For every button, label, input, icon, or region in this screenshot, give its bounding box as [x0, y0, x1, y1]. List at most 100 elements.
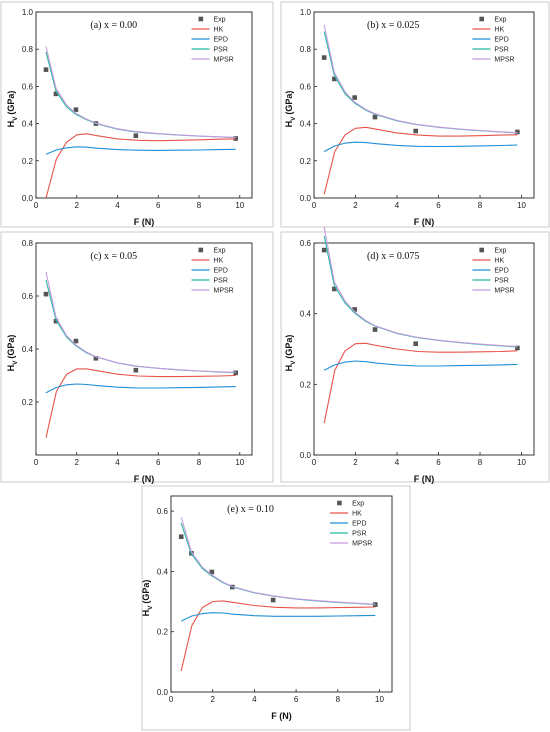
x-tick-label: 2: [353, 201, 358, 210]
x-tick-label: 0: [34, 201, 39, 210]
plot-area-border: [313, 242, 535, 456]
data-point-exp: [413, 341, 418, 346]
y-tick-label: 0.0: [300, 194, 312, 203]
x-tick-label: 2: [353, 458, 358, 467]
legend-label-exp: Exp: [494, 248, 506, 255]
series-line-mpsr: [180, 516, 376, 605]
x-tick-label: 10: [235, 201, 244, 210]
x-tick-label: 4: [395, 201, 400, 210]
x-axis-label: F (N): [271, 711, 292, 721]
y-axis-label-subscript: V: [12, 116, 19, 121]
y-tick-label: 0.8: [22, 239, 34, 248]
series-line-hk: [323, 342, 518, 424]
series-line-mpsr: [45, 271, 236, 373]
y-tick-label: 0.2: [300, 380, 312, 389]
legend-label-psr: PSR: [494, 47, 508, 54]
x-tick-label: 10: [235, 458, 244, 467]
legend-label-mpsr: MPSR: [214, 57, 234, 64]
series-line-epd: [323, 360, 518, 371]
data-point-exp: [352, 307, 357, 312]
x-tick-label: 0: [312, 201, 317, 210]
chart-panel-1: 0 2 4 6 8 10 0.0 0.2 0.4 0.6 0.8 1.0 F (N) HV(GPa) (b)…: [280, 1, 550, 228]
legend-label-epd: EPD: [214, 37, 228, 44]
series-line-mpsr: [45, 46, 236, 138]
y-axis-label: HV(GPa): [141, 580, 154, 617]
x-tick-label: 8: [336, 695, 341, 704]
x-tick-label: 8: [197, 201, 202, 210]
data-point-exp: [53, 318, 59, 324]
legend-marker-exp: [337, 500, 342, 506]
y-axis-label-symbol: H: [6, 365, 16, 372]
panel-frame: [280, 231, 550, 483]
data-point-exp: [233, 370, 238, 376]
legend-marker-exp: [479, 16, 484, 22]
y-tick-label: 0.8: [300, 45, 312, 54]
y-tick-label: 0.6: [157, 507, 169, 516]
legend-label-hk: HK: [214, 27, 224, 34]
y-tick-label: 0.4: [300, 310, 312, 319]
x-axis-label: F (N): [414, 474, 435, 484]
x-tick-label: 4: [115, 458, 120, 467]
y-tick-label: 1.0: [22, 8, 34, 17]
data-point-exp: [178, 534, 184, 540]
y-axis-label-unit: (GPa): [6, 91, 16, 115]
x-tick-label: 8: [197, 458, 202, 467]
legend-label-hk: HK: [352, 511, 362, 518]
legend-marker-exp: [198, 16, 204, 22]
legend-label-psr: PSR: [214, 47, 228, 54]
x-tick-label: 6: [156, 201, 161, 210]
x-tick-label: 2: [210, 695, 215, 704]
x-tick-label: 2: [75, 201, 80, 210]
legend-label-psr: PSR: [214, 278, 228, 285]
series-line-epd: [45, 383, 236, 394]
panel-title: (c) x = 0.05: [90, 251, 137, 262]
x-axis-label: F (N): [134, 217, 155, 227]
x-tick-label: 10: [517, 458, 526, 467]
legend-label-epd: EPD: [494, 268, 508, 275]
series-line-mpsr: [323, 227, 518, 348]
legend-label-exp: Exp: [214, 248, 226, 255]
data-point-exp: [43, 291, 49, 297]
y-tick-label: 0.6: [300, 82, 312, 91]
series-line-epd: [45, 146, 236, 155]
y-axis-label-symbol: H: [284, 121, 294, 128]
y-axis-label-subscript: V: [12, 360, 19, 365]
chart-panel-4: 0 2 4 6 8 10 0.0 0.2 0.4 0.6 F (N) HV(GPa) (e) x = 0…: [141, 485, 411, 731]
legend-marker-exp: [198, 247, 204, 253]
chart-panel-2: 0 2 4 6 8 10 0.2 0.4 0.6 0.8 F (N) HV(GPa) (c) x = 0…: [0, 231, 274, 484]
data-point-exp: [373, 602, 378, 607]
y-axis-label: HV(GPa): [6, 91, 19, 128]
legend-label-exp: Exp: [214, 17, 226, 24]
y-tick-label: 0.4: [157, 567, 169, 576]
legend-label-epd: EPD: [352, 521, 366, 528]
data-point-exp: [515, 129, 520, 135]
data-point-exp: [270, 597, 276, 603]
chart-panel-3: 0 2 4 6 8 10 0.0 0.2 0.4 0.6 F (N) HV(GPa) (d) x = 0…: [280, 227, 550, 484]
y-tick-label: 0.6: [22, 82, 34, 91]
legend-label-epd: EPD: [214, 268, 228, 275]
data-point-exp: [352, 95, 357, 100]
x-tick-label: 6: [294, 695, 299, 704]
data-point-exp: [321, 55, 327, 60]
plot-area-border: [170, 495, 393, 693]
x-tick-label: 6: [156, 458, 161, 467]
legend-label-mpsr: MPSR: [494, 57, 514, 64]
y-tick-label: 0.6: [300, 239, 312, 248]
legend-label-hk: HK: [494, 258, 504, 265]
chart-panel-0: 0 2 4 6 8 10 0.0 0.2 0.4 0.6 0.8 1.0 F (N) HV(GPa) (a)…: [0, 1, 274, 228]
y-axis-label-unit: (GPa): [141, 580, 151, 604]
y-tick-label: 0.8: [22, 45, 34, 54]
data-point-exp: [332, 76, 337, 82]
y-axis-label: HV(GPa): [284, 91, 297, 128]
data-point-exp: [93, 355, 99, 361]
panel-title: (a) x = 0.00: [90, 20, 137, 31]
y-tick-label: 0.2: [22, 398, 34, 407]
data-point-exp: [73, 338, 79, 344]
y-axis-label-subscript: V: [290, 116, 297, 121]
data-point-exp: [233, 136, 238, 141]
x-tick-label: 4: [252, 695, 257, 704]
x-tick-label: 8: [478, 201, 483, 210]
data-point-exp: [332, 286, 337, 292]
legend-label-hk: HK: [214, 258, 224, 265]
